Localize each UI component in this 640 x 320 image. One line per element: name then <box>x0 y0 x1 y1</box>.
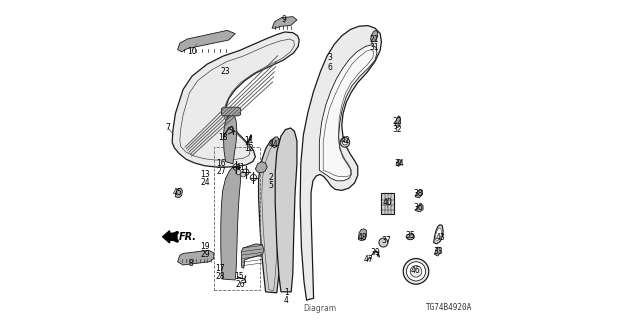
Polygon shape <box>300 26 381 300</box>
Polygon shape <box>371 30 378 42</box>
Circle shape <box>403 259 429 284</box>
Ellipse shape <box>406 234 414 240</box>
Text: 10: 10 <box>187 47 197 56</box>
Polygon shape <box>259 138 284 293</box>
Polygon shape <box>172 32 300 167</box>
Text: 13: 13 <box>200 170 211 179</box>
Polygon shape <box>221 107 241 116</box>
Text: 26: 26 <box>236 280 246 289</box>
Polygon shape <box>275 128 297 292</box>
Polygon shape <box>175 188 182 198</box>
Circle shape <box>342 140 348 145</box>
Text: 5: 5 <box>268 181 273 190</box>
Text: 8: 8 <box>189 260 194 268</box>
Text: 33: 33 <box>433 247 444 256</box>
FancyBboxPatch shape <box>381 193 394 214</box>
Text: 19: 19 <box>200 242 211 251</box>
Text: 40: 40 <box>382 198 392 207</box>
Text: 27: 27 <box>216 167 227 176</box>
Text: TG74B4920A: TG74B4920A <box>426 303 472 312</box>
Text: 16: 16 <box>216 159 227 168</box>
Bar <box>214 147 260 290</box>
Text: 38: 38 <box>413 189 424 198</box>
Polygon shape <box>358 229 366 241</box>
Text: Diagram: Diagram <box>303 304 337 313</box>
Polygon shape <box>271 137 279 148</box>
Polygon shape <box>435 228 442 241</box>
Text: 47: 47 <box>363 255 373 264</box>
Text: 21: 21 <box>370 36 379 44</box>
Circle shape <box>406 262 426 281</box>
Text: 4: 4 <box>284 296 289 305</box>
Text: 9: 9 <box>282 15 287 24</box>
Polygon shape <box>221 166 241 280</box>
Polygon shape <box>242 244 264 268</box>
Text: 46: 46 <box>410 266 420 275</box>
Text: FR.: FR. <box>179 232 197 242</box>
Polygon shape <box>178 250 214 265</box>
Text: 45: 45 <box>173 188 182 197</box>
Text: 23: 23 <box>221 68 230 76</box>
Polygon shape <box>272 17 297 28</box>
Polygon shape <box>223 114 237 164</box>
Polygon shape <box>434 225 443 244</box>
Polygon shape <box>319 45 377 181</box>
Text: 44: 44 <box>269 140 278 149</box>
Text: 18: 18 <box>219 133 228 142</box>
Text: 41: 41 <box>235 164 245 172</box>
Polygon shape <box>178 30 236 52</box>
Circle shape <box>340 138 349 147</box>
Polygon shape <box>415 189 422 198</box>
Circle shape <box>410 266 422 277</box>
Text: 2: 2 <box>268 173 273 182</box>
Text: 39: 39 <box>370 248 380 257</box>
Text: 15: 15 <box>234 272 244 281</box>
Text: 7: 7 <box>166 124 170 132</box>
Text: 11: 11 <box>244 136 253 145</box>
Text: 48: 48 <box>357 233 367 242</box>
Text: 1: 1 <box>284 288 289 297</box>
Text: 35: 35 <box>405 231 415 240</box>
FancyArrow shape <box>163 231 177 243</box>
Text: 32: 32 <box>392 125 402 134</box>
Polygon shape <box>396 159 401 166</box>
Text: 24: 24 <box>200 178 211 187</box>
Text: 3: 3 <box>327 53 332 62</box>
Polygon shape <box>415 204 423 212</box>
Text: 43: 43 <box>436 233 446 242</box>
Text: 17: 17 <box>215 264 225 273</box>
Circle shape <box>241 172 246 177</box>
Text: 29: 29 <box>200 250 211 259</box>
Polygon shape <box>255 162 268 173</box>
Text: 28: 28 <box>216 272 225 281</box>
Circle shape <box>236 170 241 175</box>
Circle shape <box>379 238 388 247</box>
Polygon shape <box>435 247 440 256</box>
Text: 37: 37 <box>381 236 392 245</box>
Text: 12: 12 <box>244 144 253 153</box>
Text: 34: 34 <box>394 159 404 168</box>
Text: 42: 42 <box>340 136 351 145</box>
Text: 22: 22 <box>392 117 401 126</box>
Polygon shape <box>396 116 401 128</box>
Text: 31: 31 <box>369 44 380 52</box>
Text: 6: 6 <box>327 63 332 72</box>
Text: 36: 36 <box>413 204 424 212</box>
